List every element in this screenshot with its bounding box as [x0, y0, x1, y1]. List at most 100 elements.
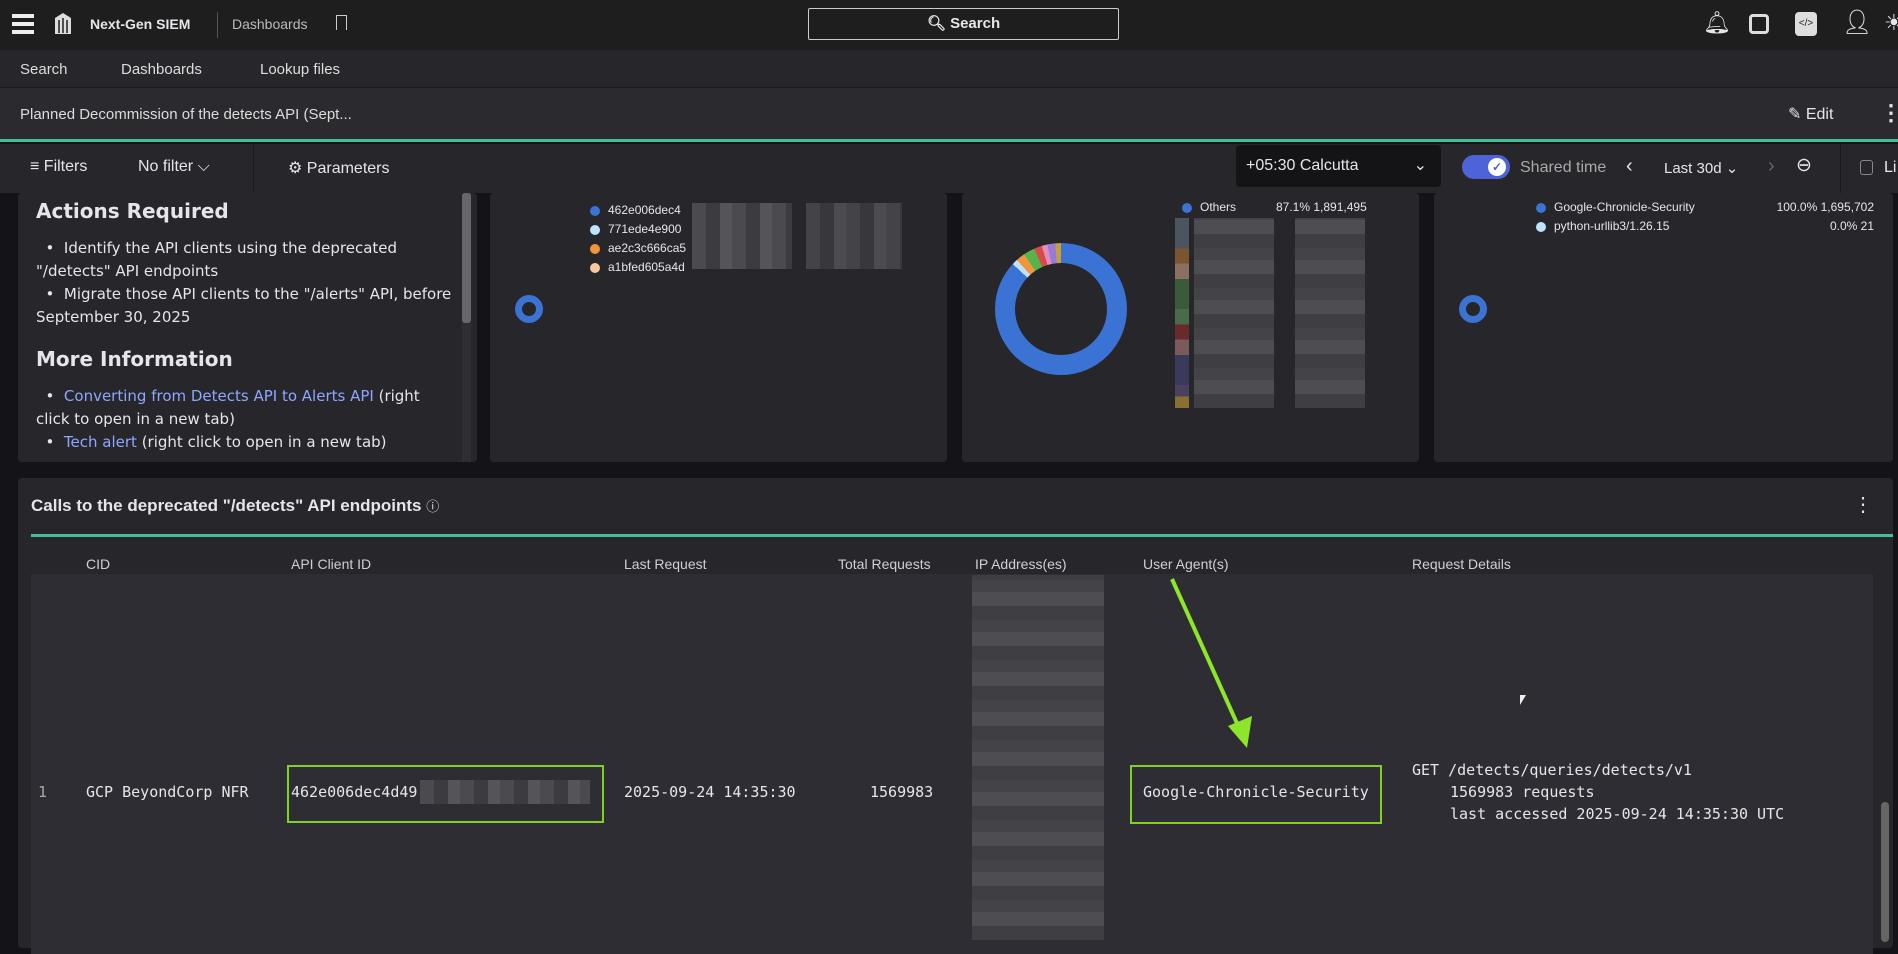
chevron-down-icon: ⌄ — [1413, 157, 1427, 174]
legend-label: a1bfed605a4d — [608, 260, 685, 274]
more-options-icon[interactable]: ⋮ — [1880, 100, 1898, 125]
redacted-block — [806, 203, 902, 269]
legend-swatch — [1182, 202, 1192, 213]
shared-time-toggle[interactable]: ✓ — [1462, 155, 1510, 179]
table-scrollbar[interactable] — [1879, 540, 1891, 942]
code-icon[interactable]: </> — [1795, 12, 1817, 36]
theme-icon[interactable]: ☀︎ — [1884, 10, 1898, 35]
edit-label: Edit — [1805, 106, 1834, 123]
nav-search[interactable]: Search — [20, 61, 68, 78]
falcon-logo-icon — [55, 13, 71, 34]
filters-button[interactable]: ≡ Filters — [30, 158, 87, 176]
pencil-icon: ✎ — [1788, 106, 1802, 123]
chart-legend: 462e006dec4 771ede4e900 ae2c3c666ca5 a1bfed… — [590, 201, 686, 277]
legend-label: ae2c3c666ca5 — [608, 241, 687, 255]
converting-link[interactable]: Converting from Detects API to Alerts AP… — [63, 387, 374, 405]
timezone-select[interactable]: +05:30 Calcutta ⌄ — [1236, 145, 1441, 187]
bookmark-icon[interactable] — [336, 15, 347, 30]
live-label: Li — [1884, 159, 1897, 176]
column-header-api-client-id[interactable]: API Client ID — [291, 556, 372, 572]
legend-value: 0.0% 21 — [1829, 219, 1874, 233]
action-item: • Identify the API clients using the dep… — [36, 239, 398, 280]
user-icon[interactable]: 👤︎ — [1842, 9, 1873, 36]
legend-item[interactable]: Google-Chronicle-Security 100.0% 1,695,70… — [1536, 198, 1874, 217]
legend-item[interactable]: a1bfed605a4d — [590, 258, 686, 277]
redacted-ip-addresses — [972, 575, 1104, 940]
api-client-id-cell: 462e006dec4d49 — [291, 783, 418, 801]
legend-label: python-urllib3/1.26.15 — [1554, 219, 1670, 233]
parameters-label: Parameters — [306, 160, 390, 177]
search-icon: 🔍︎ — [926, 15, 946, 32]
last-accessed: last accessed 2025-09-24 14:35:30 UTC — [1450, 805, 1785, 823]
text-panel: Actions Required • Identify the API clie… — [18, 193, 477, 462]
column-header-user-agents[interactable]: User Agent(s) — [1143, 556, 1229, 572]
legend-label: 462e006dec4 — [608, 203, 681, 217]
legend-item[interactable]: Others 87.1% 1,891,495 — [1182, 198, 1367, 217]
request-count: 1569983 requests — [1450, 783, 1595, 801]
legend-swatch — [590, 224, 600, 235]
dashboard-header: Planned Decommission of the detects API … — [0, 88, 1898, 142]
next-time-button[interactable]: › — [1768, 155, 1775, 177]
filter-icon: ≡ — [30, 158, 40, 175]
search-button[interactable]: 🔍︎ Search — [808, 8, 1119, 40]
cid-cell: GCP BeyondCorp NFR — [86, 783, 249, 801]
top-bar: Next-Gen SIEM Dashboards 🔍︎ Search 🔔︎ </… — [0, 0, 1898, 50]
mouse-cursor-icon — [1520, 695, 1526, 705]
legend-item[interactable]: 462e006dec4 — [590, 201, 686, 220]
column-header-last-request[interactable]: Last Request — [624, 556, 707, 572]
actions-heading: Actions Required — [36, 199, 229, 223]
last-request-cell: 2025-09-24 14:35:30 — [624, 783, 796, 801]
app-name[interactable]: Next-Gen SIEM — [90, 16, 191, 32]
redacted-block — [1295, 218, 1365, 408]
redacted-block — [420, 780, 590, 804]
donut-chart — [1459, 295, 1487, 323]
chat-icon[interactable] — [1749, 14, 1769, 34]
legend-item[interactable]: ae2c3c666ca5 — [590, 239, 686, 258]
section-breadcrumb[interactable]: Dashboards — [232, 16, 308, 32]
time-range-select[interactable]: Last 30d ⌄ — [1664, 160, 1739, 177]
filter-bar: ≡ Filters No filter ⌵ ⚙ Parameters +05:3… — [0, 144, 1898, 193]
nav-dashboards[interactable]: Dashboards — [121, 61, 202, 78]
table-body — [31, 574, 1873, 954]
time-range-value: Last 30d — [1664, 160, 1722, 177]
legend-item[interactable]: python-urllib3/1.26.15 0.0% 21 — [1536, 217, 1874, 236]
nav-lookup-files[interactable]: Lookup files — [260, 61, 341, 78]
legend-swatch — [590, 262, 600, 273]
bell-icon[interactable]: 🔔︎ — [1703, 10, 1731, 35]
legend-color-strip — [1175, 218, 1189, 408]
prev-time-button[interactable]: ‹ — [1626, 155, 1633, 177]
donut-chart — [995, 243, 1127, 375]
column-header-cid[interactable]: CID — [86, 556, 111, 572]
redacted-block — [692, 203, 792, 269]
column-header-request-details[interactable]: Request Details — [1412, 556, 1511, 572]
total-requests-cell: 1569983 — [870, 783, 934, 801]
tech-alert-link[interactable]: Tech alert — [63, 433, 137, 451]
column-header-ip-addresses[interactable]: IP Address(es) — [975, 556, 1067, 572]
chevron-down-icon: ⌵ — [197, 158, 210, 175]
chart-legend: Google-Chronicle-Security 100.0% 1,695,70… — [1536, 198, 1874, 236]
column-header-total-requests[interactable]: Total Requests — [838, 556, 931, 572]
zoom-out-icon[interactable]: ⊖ — [1796, 155, 1812, 176]
info-item: • Converting from Detects API to Alerts … — [36, 387, 420, 428]
legend-value: 87.1% 1,891,495 — [1276, 200, 1367, 214]
divider — [1840, 144, 1841, 193]
live-checkbox[interactable] — [1860, 160, 1873, 175]
filter-dropdown[interactable]: No filter ⌵ — [138, 158, 210, 176]
clients-chart-panel: 462e006dec4 771ede4e900 ae2c3c666ca5 a1bfed… — [490, 193, 947, 462]
divider — [217, 12, 218, 38]
legend-swatch — [1536, 202, 1546, 213]
check-icon: ✓ — [1488, 158, 1506, 176]
user-agents-chart-panel: Google-Chronicle-Security 100.0% 1,695,70… — [1434, 193, 1893, 462]
parameters-button[interactable]: ⚙ Parameters — [288, 158, 390, 178]
help-icon[interactable]: ⓘ — [426, 499, 440, 514]
panel-menu-icon[interactable]: ⋮ — [1853, 494, 1873, 516]
legend-label: 771ede4e900 — [608, 222, 682, 236]
action-item: • Migrate those API clients to the "/ale… — [36, 285, 452, 326]
menu-icon[interactable] — [12, 14, 34, 34]
legend-item[interactable]: 771ede4e900 — [590, 220, 686, 239]
dashboard-title: Planned Decommission of the detects API … — [20, 106, 352, 123]
request-details-cell: GET /detects/queries/detects/v1 1569983 … — [1412, 759, 1784, 825]
edit-button[interactable]: ✎ Edit — [1788, 104, 1833, 124]
search-label: Search — [950, 15, 1001, 32]
scrollbar[interactable] — [462, 193, 471, 462]
